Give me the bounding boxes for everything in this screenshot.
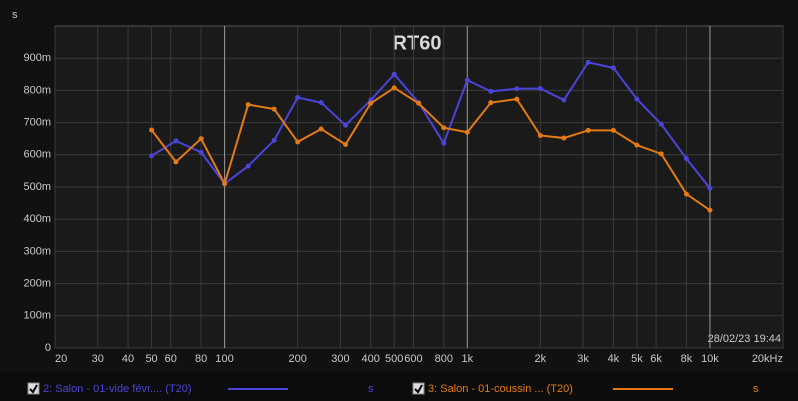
data-point [295,94,301,100]
x-tick-label: 4k [608,353,620,365]
data-point [318,100,324,106]
data-point [610,127,616,133]
x-tick-label: 8k [681,353,693,365]
x-tick-label: 20kHz [752,353,783,365]
x-tick-label: 3k [577,353,589,365]
data-point [343,122,349,128]
data-point [707,185,713,191]
y-tick-label: 500m [23,181,51,193]
data-point [368,100,374,106]
data-point [488,100,494,106]
data-point [149,127,155,133]
x-tick-label: 2k [535,353,547,365]
data-point [634,142,640,148]
x-tick-label: 300 [331,353,349,365]
data-point [222,181,228,187]
chart-title: RT60 [393,32,442,54]
legend-unit: s [368,383,374,395]
legend-bar [0,372,798,401]
x-tick-label: 10k [701,353,719,365]
data-point [271,137,277,143]
data-point [683,191,689,197]
y-tick-label: 900m [23,52,51,64]
x-tick-label: 1k [461,353,473,365]
x-tick-label: 80 [195,353,207,365]
y-tick-label: 200m [23,278,51,290]
data-point [318,126,324,132]
data-point [707,207,713,213]
x-tick-label: 600 [404,353,422,365]
x-tick-label: 6k [650,353,662,365]
data-point [537,85,543,91]
data-point [245,163,251,169]
y-tick-label: 300m [23,245,51,257]
y-tick-label: 100m [23,310,51,322]
data-point [149,153,155,159]
data-point [610,65,616,71]
data-point [441,140,447,146]
data-point [514,86,520,92]
legend-checkbox [412,382,425,395]
data-point [658,121,664,127]
x-tick-label: 800 [435,353,453,365]
series-line [150,86,711,212]
y-tick-label: 800m [23,84,51,96]
data-point [173,159,179,165]
data-point [634,96,640,102]
data-point [271,106,277,112]
y-tick-label: 600m [23,149,51,161]
checkmark [414,384,423,394]
data-point [658,151,664,157]
data-point [464,129,470,135]
data-point [245,102,251,108]
legend-label: 2: Salon - 01-vide févr.... (T20) [43,383,192,395]
checkmark [29,384,38,394]
x-tick-label: 60 [165,353,177,365]
data-point [441,125,447,131]
y-tick-label: 0 [45,342,51,354]
data-point [391,85,397,91]
x-tick-label: 400 [362,353,380,365]
data-point [464,77,470,83]
y-axis-label: s [12,9,18,21]
x-tick-label: 500 [385,353,403,365]
data-point [585,127,591,133]
x-tick-label: 5k [631,353,643,365]
legend-unit: s [753,383,759,395]
x-tick-label: 20 [55,353,67,365]
y-tick-label: 400m [23,213,51,225]
data-point [391,71,397,77]
x-tick-label: 100 [215,353,233,365]
data-point [295,139,301,145]
data-point [416,100,422,106]
data-point [198,136,204,142]
series-line [151,61,711,189]
x-tick-label: 200 [288,353,306,365]
data-point [561,97,567,103]
data-point [537,132,543,138]
data-point [173,138,179,144]
x-tick-label: 50 [145,353,157,365]
timestamp: 28/02/23 19:44 [708,333,781,345]
x-tick-label: 30 [92,353,104,365]
x-tick-label: 40 [122,353,134,365]
data-point [561,135,567,141]
data-point [488,88,494,94]
legend-label: 3: Salon - 01-coussin ... (T20) [428,383,573,395]
y-tick-label: 700m [23,117,51,129]
legend-checkbox [27,382,40,395]
data-point [343,141,349,147]
data-point [585,59,591,65]
data-point [514,96,520,102]
data-point [683,156,689,162]
data-point [198,149,204,155]
